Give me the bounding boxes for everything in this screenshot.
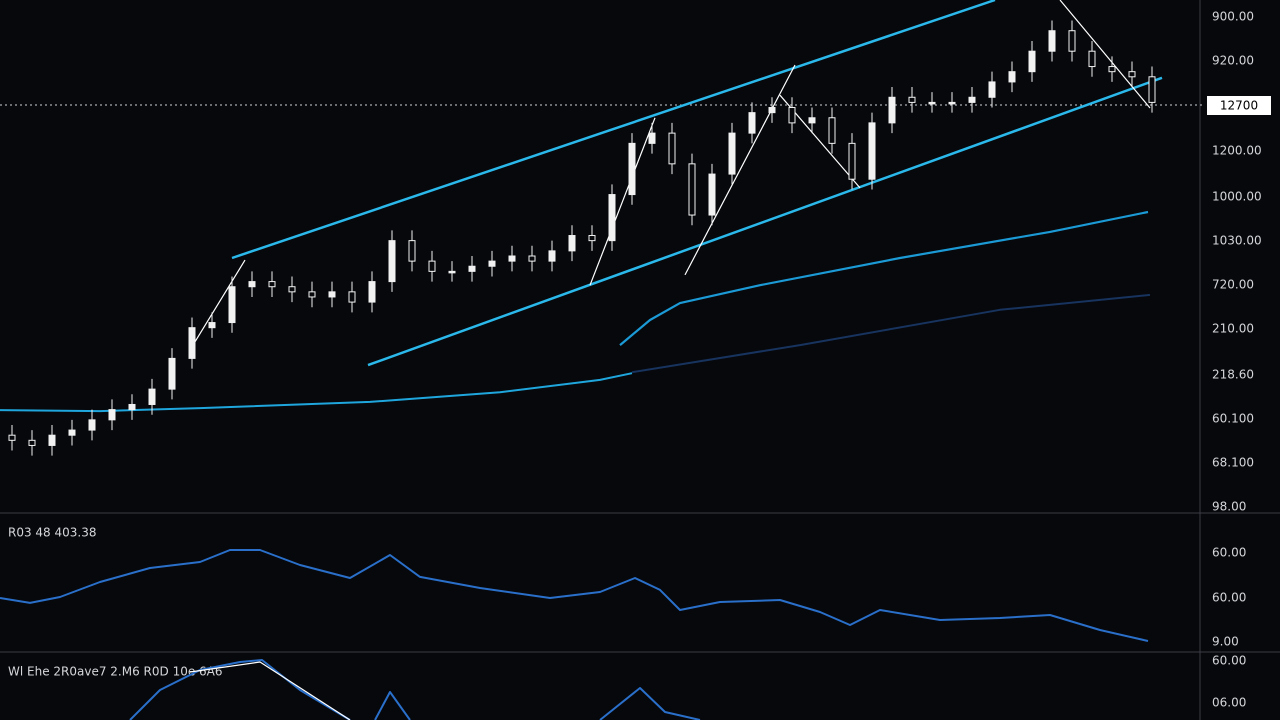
candle-body [248,281,256,288]
candle-body [688,163,696,216]
candle-body [848,142,856,180]
candle-body [28,439,36,446]
candle-body [1088,50,1096,68]
candle-body [1148,76,1156,103]
candle-body [228,286,236,324]
candle-body [648,132,656,144]
axis-label: 920.00 [1212,54,1254,68]
candle-body [628,142,636,196]
candle-body [548,250,556,262]
candle-body [1008,71,1016,83]
candle-body [88,419,96,431]
candle-body [728,132,736,175]
axis-label: 210.00 [1212,322,1254,336]
candle-body [888,96,896,124]
axis-label: 1200.00 [1212,144,1262,158]
price-tag: 12700 [1220,99,1258,113]
axis-label: 1030.00 [1212,234,1262,248]
candle-body [488,260,496,267]
candle-body [708,173,716,216]
axis-label: 98.00 [1212,500,1246,514]
axis-label: 1000.00 [1212,190,1262,204]
axis-label: 218.60 [1212,368,1254,382]
candle-body [788,107,796,124]
candle-body [268,281,276,288]
line-series [684,64,796,276]
candle-body [748,112,756,134]
oscillator-plot [129,659,701,720]
axis-label: 900.00 [1212,10,1254,24]
candle-body [988,81,996,98]
candle-body [68,429,76,436]
price-tag-box [1207,96,1271,115]
candle-body [428,260,436,272]
candle-body [1128,71,1136,78]
candle-body [168,357,176,390]
candle-body [408,240,416,262]
axis-label: 68.100 [1212,456,1254,470]
candle-body [308,291,316,298]
candle-body [968,96,976,103]
candle-body [608,194,616,242]
panel-title: Wl Ehe 2R0ave7 2.M6 R0D 10e 6A6 [8,665,223,679]
panel-title: R03 48 403.38 [8,526,97,540]
line-series [619,210,1149,346]
axis-label: 60.00 [1212,591,1246,605]
line-series [367,76,1163,367]
candle-body [588,235,596,242]
line-series [589,117,656,286]
candle-body [188,327,196,359]
candle-body [948,101,956,105]
candle-body [1108,66,1116,73]
oscillator-plot [0,549,1149,642]
candle-body [568,235,576,252]
line-series [192,259,246,346]
candle-body [1048,30,1056,52]
candle-body [1028,50,1036,73]
candle-body [528,255,536,262]
candle-body [388,240,396,283]
candle-body [288,286,296,293]
candle-body [668,132,676,165]
axis-label: 60.00 [1212,546,1246,560]
candle-body [768,107,776,114]
candle-body [148,388,156,405]
axis-label: 06.00 [1212,696,1246,710]
candle-body [128,403,136,411]
candle-body [448,270,456,274]
candle-body [868,122,876,180]
line-series [129,659,701,720]
price-axis: 900.00 920.00 1200.00 1000.00 1030.00 720.00 2… [1212,10,1262,710]
candle-body [348,291,356,303]
line-series [0,549,1149,642]
candle-body [508,255,516,262]
candle-body [48,434,56,446]
line-series [231,0,996,260]
price-plot [0,0,1163,456]
line-series [0,372,633,413]
candle-body [368,281,376,303]
axis-label: 9.00 [1212,635,1239,649]
line-series [189,661,351,720]
candle-body [328,291,336,298]
line-series [631,293,1151,374]
candle-body [908,96,916,103]
candle-body [828,117,836,144]
candle-body [108,409,116,421]
candle-body [8,434,16,441]
axis-label: 60.100 [1212,412,1254,426]
candle-body [208,322,216,329]
candle-body [1068,30,1076,52]
line-series [1059,0,1151,109]
candle-body [808,117,816,124]
axis-label: 60.00 [1212,654,1246,668]
candle-body [468,265,476,272]
axis-label: 720.00 [1212,278,1254,292]
candle-body [928,101,936,105]
